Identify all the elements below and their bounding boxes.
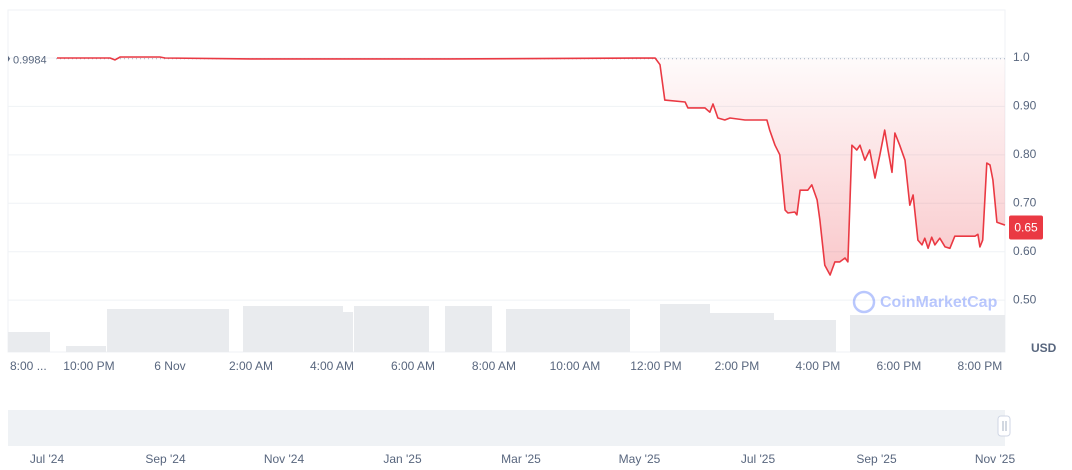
- price-tag: [1009, 215, 1043, 240]
- baseline-marker: [8, 55, 10, 62]
- x-tick-label: 10:00 PM: [63, 359, 114, 373]
- x-tick-label: 10:00 AM: [550, 359, 601, 373]
- navigator-label: Nov '25: [975, 452, 1016, 466]
- baseline-label: 0.9984: [13, 55, 47, 67]
- y-tick-label: 0.80: [1013, 147, 1037, 161]
- area-fill: [56, 57, 1006, 275]
- navigator-label: Nov '24: [264, 452, 305, 466]
- x-tick-label: 4:00 PM: [796, 359, 841, 373]
- navigator-label: Jan '25: [383, 452, 422, 466]
- x-tick-label: 6:00 AM: [391, 359, 435, 373]
- x-tick-label: 6:00 PM: [877, 359, 922, 373]
- x-tick-label: 8:00 AM: [472, 359, 516, 373]
- navigator-label: May '25: [619, 452, 661, 466]
- x-tick-label: 2:00 PM: [715, 359, 760, 373]
- navigator-label: Sep '24: [145, 452, 186, 466]
- navigator[interactable]: [8, 410, 1005, 446]
- x-tick-label: 6 Nov: [154, 359, 185, 373]
- navigator-handle[interactable]: [997, 415, 1011, 437]
- navigator-label: Sep '25: [856, 452, 897, 466]
- volume-bars: [8, 304, 1005, 352]
- y-tick-label: 1.0: [1013, 50, 1030, 64]
- watermark-text: CoinMarketCap: [880, 294, 998, 311]
- y-tick-label: 0.60: [1013, 244, 1037, 258]
- watermark: CoinMarketCap: [852, 290, 998, 314]
- y-tick-label: 0.70: [1013, 195, 1037, 209]
- y-unit: USD: [1031, 341, 1057, 355]
- x-tick-label: 8:00 ...: [10, 359, 47, 373]
- x-tick-label: 8:00 PM: [958, 359, 1003, 373]
- x-tick-label: 4:00 AM: [310, 359, 354, 373]
- navigator-label: Jul '24: [30, 452, 65, 466]
- price-line: [57, 56, 1006, 276]
- x-tick-label: 12:00 PM: [630, 359, 681, 373]
- navigator-label: Mar '25: [501, 452, 541, 466]
- price-tag-label: 0.65: [1014, 221, 1038, 235]
- y-tick-label: 0.90: [1013, 99, 1037, 113]
- x-tick-label: 2:00 AM: [229, 359, 273, 373]
- y-tick-label: 0.50: [1013, 292, 1037, 306]
- navigator-label: Jul '25: [741, 452, 776, 466]
